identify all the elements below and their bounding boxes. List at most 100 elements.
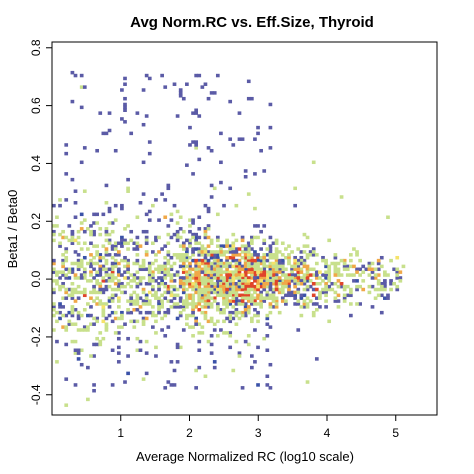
density-cell (253, 284, 257, 289)
density-cells (52, 70, 406, 407)
density-cell (123, 241, 127, 246)
density-cell (151, 261, 155, 266)
density-cell (191, 305, 195, 309)
density-cell (79, 73, 84, 78)
density-cell (194, 264, 199, 269)
density-cell (144, 114, 149, 118)
density-cell (290, 279, 294, 283)
density-cell (104, 328, 109, 332)
density-cell (185, 82, 189, 86)
density-cell (55, 224, 59, 228)
density-cell (151, 293, 155, 298)
density-cell (358, 284, 362, 289)
density-cell (209, 238, 214, 243)
density-cell (206, 339, 211, 344)
density-cell (277, 287, 282, 292)
density-cell (123, 238, 127, 243)
density-cell (144, 299, 149, 303)
density-cell (120, 281, 124, 286)
density-cell (73, 322, 78, 326)
density-cell (135, 281, 140, 286)
density-cell (98, 253, 103, 257)
density-cell (203, 279, 208, 283)
density-cell (194, 316, 199, 321)
density-cell (181, 96, 186, 101)
density-cell (169, 383, 174, 387)
density-cell (228, 270, 233, 274)
density-cell (287, 255, 291, 260)
density-cell (379, 255, 384, 260)
density-cell (172, 383, 177, 387)
density-cell (203, 247, 208, 251)
density-cell (308, 299, 313, 303)
density-cell (194, 368, 199, 373)
density-cell (324, 270, 328, 274)
density-cell (113, 241, 118, 246)
density-cell (123, 108, 127, 112)
density-cell (243, 247, 248, 251)
density-cell (79, 221, 84, 225)
density-cell (163, 244, 168, 248)
density-cell (225, 270, 229, 274)
density-cell (79, 290, 84, 295)
density-cell (113, 261, 118, 266)
density-cell (200, 258, 205, 263)
density-cell (355, 302, 359, 306)
y-axis: -0.4-0.20.00.20.40.60.8 (29, 39, 52, 405)
density-cell (147, 270, 152, 274)
density-cell (185, 247, 189, 251)
density-cell (250, 296, 254, 300)
density-cell (113, 287, 118, 292)
density-cell (299, 293, 304, 298)
density-cell (73, 287, 78, 292)
density-cell (231, 143, 236, 147)
density-cell (265, 284, 270, 289)
density-cell (188, 125, 192, 130)
density-cell (70, 238, 75, 243)
density-cell (52, 267, 56, 272)
density-cell (225, 287, 229, 292)
density-cell (160, 328, 164, 332)
density-cell (67, 319, 72, 324)
density-cell (215, 258, 220, 263)
density-cell (191, 258, 195, 263)
density-cell (95, 148, 100, 153)
density-cell (383, 296, 387, 300)
density-cell (126, 258, 130, 263)
density-cell (113, 203, 118, 208)
density-cell (141, 88, 146, 92)
density-cell (144, 339, 149, 344)
density-cell (129, 238, 134, 243)
density-cell (116, 316, 121, 321)
density-cell (194, 287, 199, 292)
density-cell (250, 299, 254, 303)
density-cell (98, 255, 103, 260)
density-cell (321, 287, 325, 292)
density-cell (178, 253, 183, 257)
density-cell (225, 264, 229, 269)
density-cell (141, 267, 146, 272)
density-cell (268, 267, 273, 272)
density-cell (76, 258, 81, 263)
density-cell (305, 276, 310, 280)
density-cell (237, 293, 242, 298)
density-cell (293, 279, 298, 283)
density-cell (246, 296, 251, 300)
density-cell (240, 264, 245, 269)
density-cell (256, 284, 260, 289)
density-cell (110, 229, 115, 234)
density-cell (376, 273, 381, 277)
density-cell (197, 339, 202, 344)
density-cell (256, 276, 260, 280)
density-cell (225, 316, 229, 321)
density-cell (194, 146, 199, 150)
density-cell (253, 267, 257, 272)
density-cell (135, 261, 140, 266)
density-cell (225, 250, 229, 254)
density-cell (262, 224, 267, 228)
density-cell (129, 319, 134, 324)
density-cell (222, 270, 226, 274)
density-cell (243, 255, 248, 260)
density-cell (265, 247, 270, 251)
density-cell (268, 305, 273, 309)
